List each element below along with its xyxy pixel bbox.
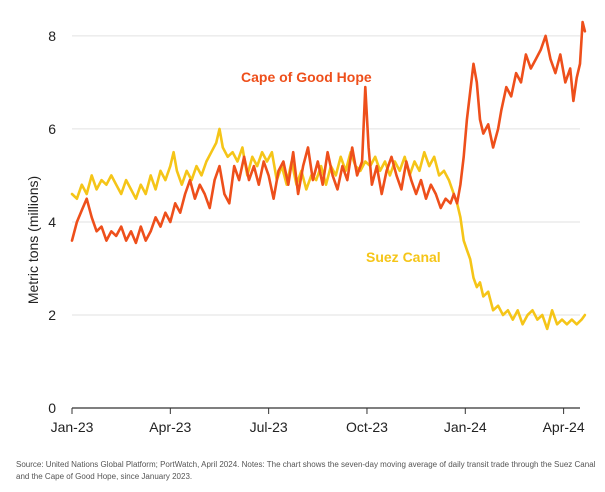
x-tick-label: Apr-24 [543,419,585,435]
x-axis-ticks: Jan-23 Apr-23 Jul-23 Oct-23 Jan-24 Apr-24 [51,408,585,435]
y-tick-label: 2 [48,307,56,323]
x-tick-label: Jul-23 [250,419,288,435]
x-tick-label: Jan-23 [51,419,94,435]
y-axis-title: Metric tons (millions) [25,176,41,304]
suez-canal-line [70,127,587,331]
x-tick-label: Oct-23 [346,419,388,435]
cape-series-label: Cape of Good Hope [241,69,372,85]
cape-of-good-hope-line [70,20,587,245]
series-lines [70,20,587,331]
y-tick-label: 6 [48,121,56,137]
x-tick-label: Apr-23 [149,419,191,435]
y-axis-ticks: 0 2 4 6 8 [48,28,56,416]
suez-series-label: Suez Canal [366,249,441,265]
y-tick-label: 4 [48,214,56,230]
source-note: Source: United Nations Global Platform; … [16,460,596,481]
y-tick-label: 8 [48,28,56,44]
y-tick-label: 0 [48,400,56,416]
x-tick-label: Jan-24 [444,419,487,435]
